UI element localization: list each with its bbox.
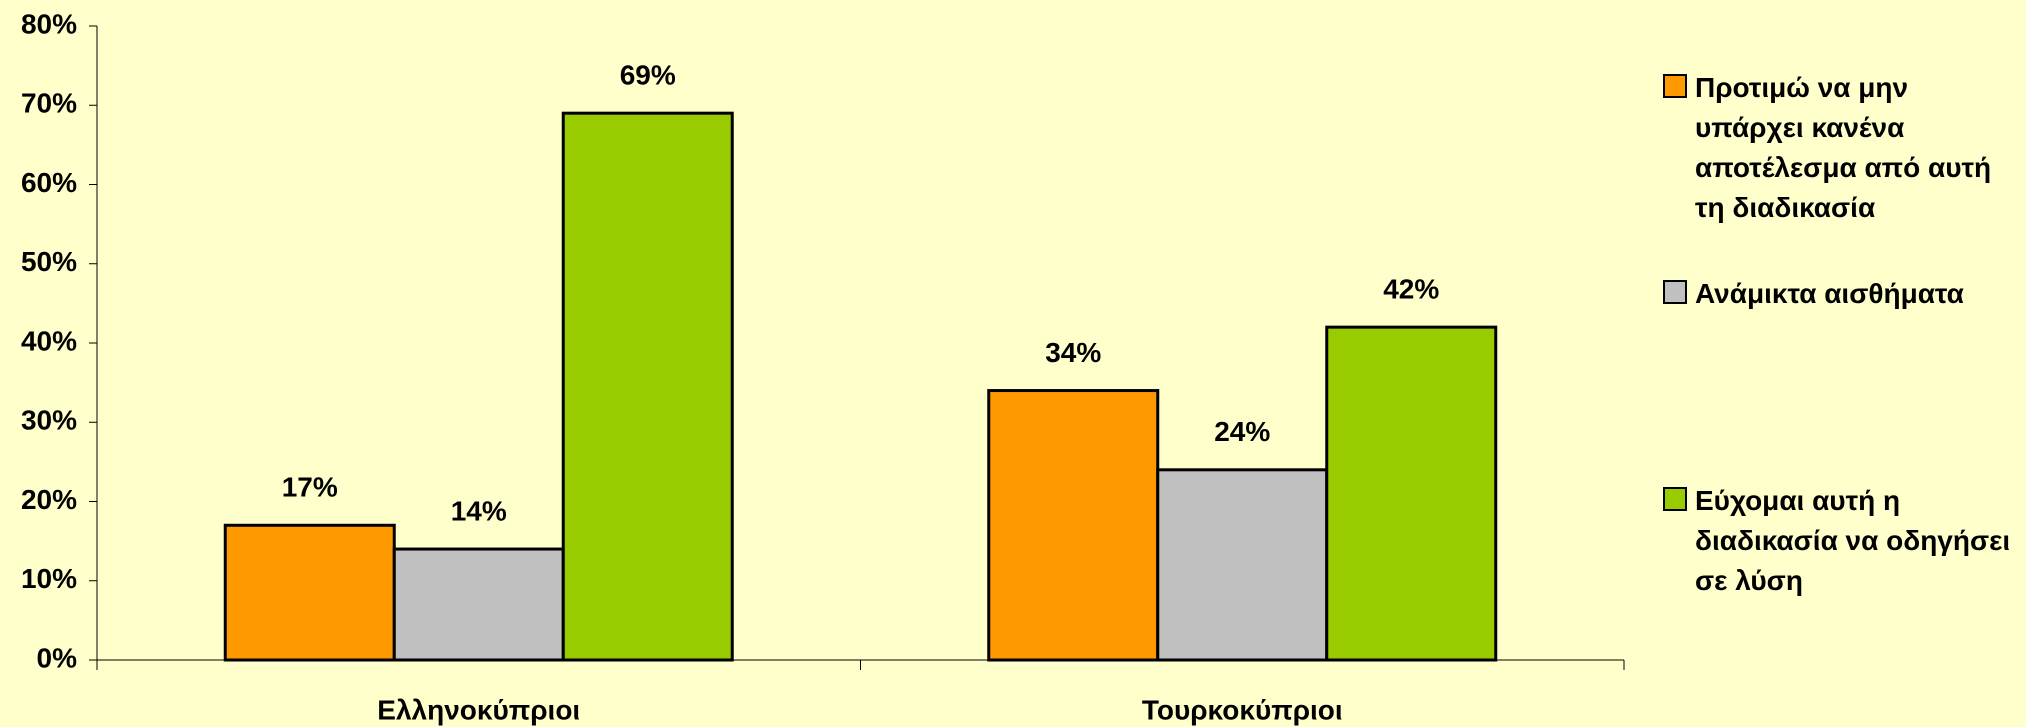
legend-swatch bbox=[1663, 74, 1687, 98]
legend-swatch bbox=[1663, 280, 1687, 304]
legend-item: Προτιμώ να μην υπάρχει κανένα αποτέλεσμα… bbox=[1663, 68, 2023, 228]
y-tick-label: 0% bbox=[37, 642, 78, 673]
data-label: 24% bbox=[1214, 416, 1270, 447]
legend-item: Εύχομαι αυτή η διαδικασία να οδηγήσει σε… bbox=[1663, 481, 2023, 601]
y-tick-label: 50% bbox=[21, 246, 77, 277]
x-tick-label: Τουρκοκύπριοι bbox=[1142, 694, 1343, 725]
data-label: 69% bbox=[620, 60, 676, 91]
data-label: 42% bbox=[1383, 274, 1439, 305]
bar bbox=[987, 389, 1160, 662]
data-label: 14% bbox=[451, 495, 507, 526]
y-tick-label: 10% bbox=[21, 563, 77, 594]
bar bbox=[561, 111, 734, 662]
bar bbox=[1325, 325, 1498, 662]
y-tick-label: 20% bbox=[21, 484, 77, 515]
data-label: 17% bbox=[282, 472, 338, 503]
bar bbox=[1156, 468, 1329, 662]
y-tick-label: 70% bbox=[21, 88, 77, 119]
x-tick-label: Ελληνοκύπριοι bbox=[377, 694, 580, 725]
bar bbox=[223, 523, 396, 662]
legend-label: Εύχομαι αυτή η διαδικασία να οδηγήσει σε… bbox=[1695, 485, 2011, 596]
data-label: 34% bbox=[1045, 337, 1101, 368]
legend-label: Προτιμώ να μην υπάρχει κανένα αποτέλεσμα… bbox=[1695, 72, 1992, 223]
y-tick-label: 40% bbox=[21, 325, 77, 356]
legend-item: Ανάμικτα αισθήματα bbox=[1663, 274, 2023, 314]
bar bbox=[392, 547, 565, 662]
y-tick-label: 80% bbox=[21, 8, 77, 39]
legend-swatch bbox=[1663, 487, 1687, 511]
legend-label: Ανάμικτα αισθήματα bbox=[1695, 278, 1964, 309]
y-tick-label: 60% bbox=[21, 167, 77, 198]
y-tick-label: 30% bbox=[21, 405, 77, 436]
